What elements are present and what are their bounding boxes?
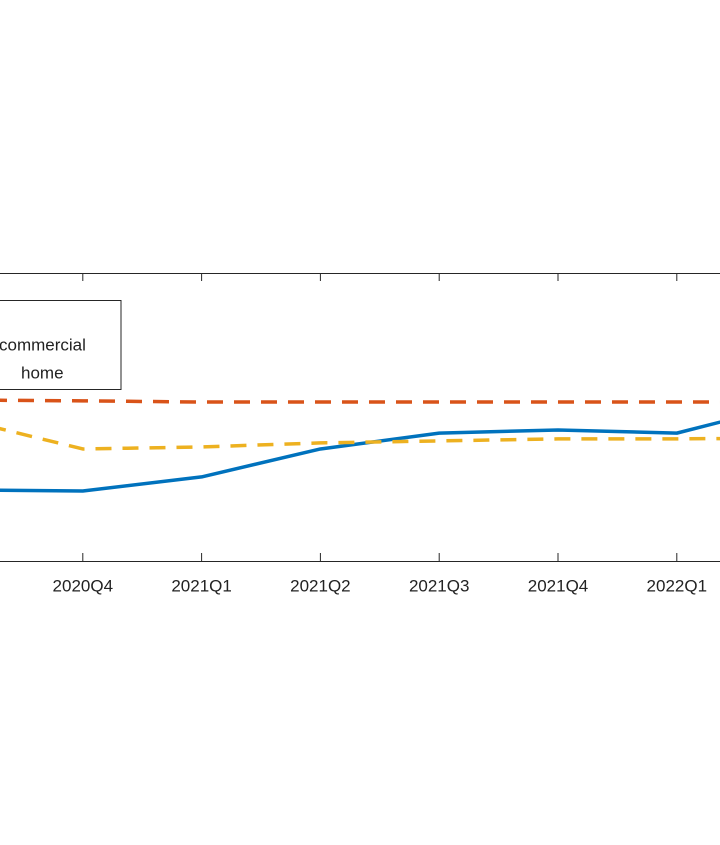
- legend-label: commercial: [0, 335, 86, 354]
- x-tick-label: 2021Q1: [171, 576, 232, 595]
- x-tick-label: 2021Q3: [409, 576, 470, 595]
- x-tick-label: 2021Q2: [290, 576, 351, 595]
- series-line: [0, 398, 720, 404]
- x-tick-label: 2022Q1: [647, 576, 708, 595]
- x-tick-label: 2020Q4: [53, 576, 114, 595]
- legend-box: [0, 300, 122, 390]
- legend-label: home: [21, 363, 64, 382]
- x-tick-label: 2021Q4: [528, 576, 589, 595]
- series-line: [0, 426, 720, 451]
